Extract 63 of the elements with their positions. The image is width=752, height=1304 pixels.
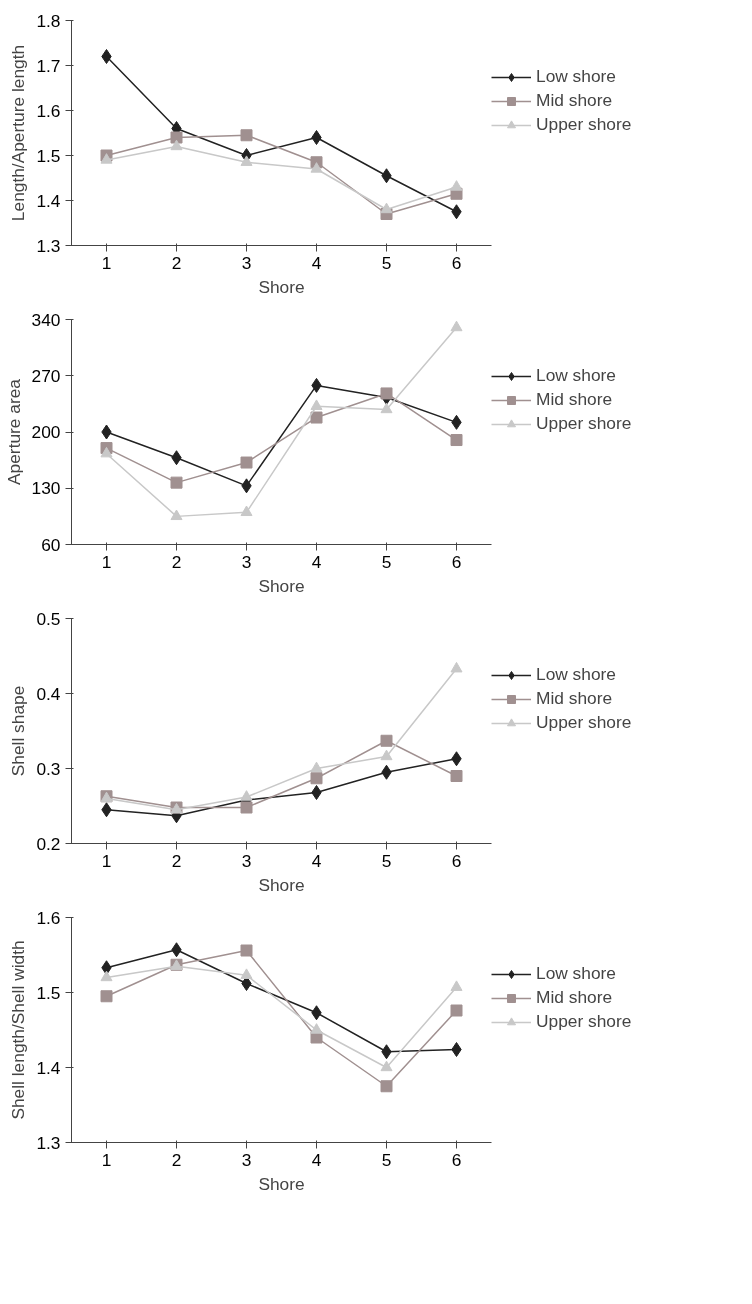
y-tick-label: 1.3 bbox=[36, 1132, 61, 1153]
x-tick-label: 3 bbox=[241, 1149, 252, 1170]
y-tick-label: 0.2 bbox=[36, 833, 61, 854]
x-tick-label: 1 bbox=[101, 1149, 112, 1170]
x-tick-label: 5 bbox=[381, 551, 392, 572]
legend-label: Low shore bbox=[536, 664, 616, 685]
legend-label: Upper shore bbox=[536, 1011, 632, 1032]
y-tick-label: 0.3 bbox=[36, 758, 61, 779]
legend-label: Upper shore bbox=[536, 114, 632, 135]
legend-label: Upper shore bbox=[536, 413, 632, 434]
y-tick-label: 60 bbox=[41, 534, 61, 555]
x-tick-label: 3 bbox=[241, 252, 252, 273]
legend-label: Mid shore bbox=[536, 389, 613, 410]
x-tick-label: 2 bbox=[171, 252, 182, 273]
x-tick-label: 3 bbox=[241, 551, 252, 572]
x-tick-label: 5 bbox=[381, 850, 392, 871]
x-tick-label: 5 bbox=[381, 252, 392, 273]
x-axis-title: Shore bbox=[258, 1173, 305, 1194]
y-axis-title: Aperture area bbox=[3, 378, 24, 485]
y-tick-label: 1.5 bbox=[36, 982, 61, 1003]
x-tick-label: 1 bbox=[101, 551, 112, 572]
y-tick-label: 1.4 bbox=[36, 1057, 61, 1078]
y-tick-label: 130 bbox=[31, 478, 61, 499]
x-tick-label: 5 bbox=[381, 1149, 392, 1170]
x-tick-label: 1 bbox=[101, 252, 112, 273]
y-axis-title: Shell length/Shell width bbox=[8, 940, 29, 1120]
y-tick-label: 1.6 bbox=[36, 100, 61, 121]
legend-label: Low shore bbox=[536, 963, 616, 984]
x-tick-label: 4 bbox=[311, 850, 322, 871]
x-tick-label: 6 bbox=[451, 1149, 462, 1170]
x-axis-title: Shore bbox=[258, 575, 305, 596]
legend-label: Mid shore bbox=[536, 90, 613, 111]
y-tick-label: 340 bbox=[31, 309, 61, 330]
x-tick-label: 4 bbox=[311, 1149, 322, 1170]
y-tick-label: 1.8 bbox=[36, 10, 61, 31]
legend-label: Mid shore bbox=[536, 987, 613, 1008]
y-tick-label: 1.4 bbox=[36, 190, 61, 211]
x-tick-label: 2 bbox=[171, 551, 182, 572]
y-tick-label: 1.3 bbox=[36, 235, 61, 256]
x-tick-label: 2 bbox=[171, 1149, 182, 1170]
y-tick-label: 1.5 bbox=[36, 145, 61, 166]
y-tick-label: 1.7 bbox=[36, 55, 61, 76]
x-tick-label: 4 bbox=[311, 551, 322, 572]
y-axis-title: Shell shape bbox=[8, 685, 29, 777]
x-tick-label: 1 bbox=[101, 850, 112, 871]
x-axis-title: Shore bbox=[258, 276, 305, 297]
legend-label: Low shore bbox=[536, 365, 616, 386]
y-tick-label: 1.6 bbox=[36, 907, 61, 928]
x-tick-label: 2 bbox=[171, 850, 182, 871]
x-tick-label: 3 bbox=[241, 850, 252, 871]
y-tick-label: 200 bbox=[31, 422, 61, 442]
legend-label: Low shore bbox=[536, 66, 616, 87]
legend-label: Upper shore bbox=[536, 712, 632, 733]
x-tick-label: 6 bbox=[451, 850, 462, 871]
x-tick-label: 6 bbox=[451, 551, 462, 572]
y-tick-label: 0.5 bbox=[36, 608, 61, 629]
x-tick-label: 6 bbox=[451, 252, 462, 273]
y-tick-label: 0.4 bbox=[36, 683, 61, 704]
x-tick-label: 4 bbox=[311, 252, 322, 273]
y-axis-title: Length/Aperture length bbox=[8, 44, 29, 222]
y-tick-label: 270 bbox=[31, 365, 61, 386]
x-axis-title: Shore bbox=[258, 874, 305, 895]
legend-label: Mid shore bbox=[536, 688, 613, 709]
